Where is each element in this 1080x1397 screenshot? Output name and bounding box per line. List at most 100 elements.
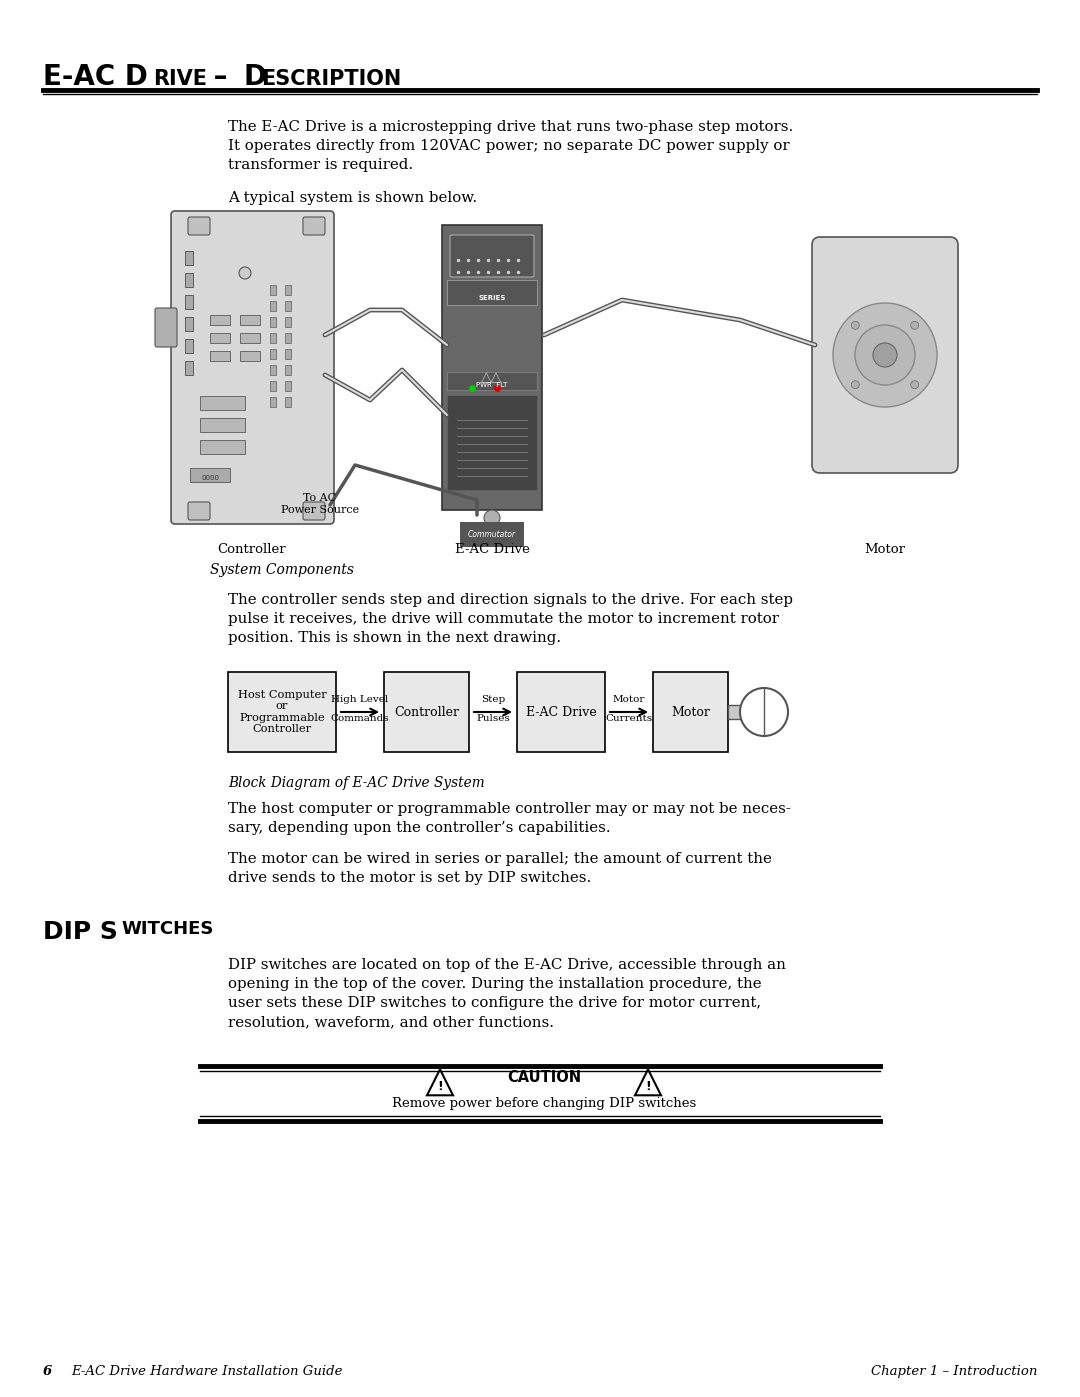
FancyBboxPatch shape (240, 314, 260, 326)
Circle shape (873, 344, 897, 367)
Text: E-AC D: E-AC D (43, 63, 148, 91)
Text: opening in the top of the cover. During the installation procedure, the: opening in the top of the cover. During … (228, 977, 761, 990)
Text: Motor: Motor (612, 694, 645, 704)
FancyBboxPatch shape (270, 332, 276, 344)
Text: Pulses: Pulses (476, 714, 510, 724)
Text: D: D (243, 63, 266, 91)
Text: position. This is shown in the next drawing.: position. This is shown in the next draw… (228, 631, 562, 645)
Text: Currents: Currents (606, 714, 652, 724)
Text: Controller: Controller (218, 543, 286, 556)
FancyBboxPatch shape (285, 349, 291, 359)
FancyBboxPatch shape (210, 351, 230, 360)
Circle shape (239, 267, 251, 279)
FancyBboxPatch shape (228, 672, 336, 752)
Text: Step: Step (481, 694, 505, 704)
FancyBboxPatch shape (171, 211, 334, 524)
Circle shape (851, 321, 860, 330)
FancyBboxPatch shape (285, 397, 291, 407)
Text: To AC
Power Source: To AC Power Source (281, 493, 359, 514)
Text: E-AC Drive Hardware Installation Guide: E-AC Drive Hardware Installation Guide (71, 1365, 342, 1377)
FancyBboxPatch shape (270, 317, 276, 327)
Text: A typical system is shown below.: A typical system is shown below. (228, 191, 477, 205)
Text: The host computer or programmable controller may or may not be neces-: The host computer or programmable contro… (228, 802, 791, 816)
Text: Host Computer
or
Programmable
Controller: Host Computer or Programmable Controller (238, 690, 326, 735)
Text: !: ! (645, 1080, 651, 1092)
FancyBboxPatch shape (188, 217, 210, 235)
Text: Commands: Commands (330, 714, 389, 724)
FancyBboxPatch shape (200, 418, 245, 432)
Text: The motor can be wired in series or parallel; the amount of current the: The motor can be wired in series or para… (228, 852, 772, 866)
Text: pulse it receives, the drive will commutate the motor to increment rotor: pulse it receives, the drive will commut… (228, 612, 779, 626)
FancyBboxPatch shape (188, 502, 210, 520)
Text: user sets these DIP switches to configure the drive for motor current,: user sets these DIP switches to configur… (228, 996, 761, 1010)
Circle shape (910, 321, 919, 330)
FancyBboxPatch shape (156, 307, 177, 346)
Text: resolution, waveform, and other functions.: resolution, waveform, and other function… (228, 1016, 554, 1030)
Circle shape (855, 326, 915, 386)
FancyBboxPatch shape (285, 365, 291, 374)
FancyBboxPatch shape (447, 395, 537, 490)
Text: Motor: Motor (671, 705, 710, 718)
Text: High Level: High Level (332, 694, 389, 704)
FancyBboxPatch shape (728, 705, 742, 719)
Text: RIVE: RIVE (153, 68, 207, 89)
Text: !: ! (437, 1080, 443, 1092)
FancyBboxPatch shape (270, 285, 276, 295)
Text: 6: 6 (43, 1365, 52, 1377)
FancyBboxPatch shape (185, 360, 193, 374)
FancyBboxPatch shape (185, 317, 193, 331)
Text: –: – (204, 63, 238, 91)
Circle shape (740, 687, 788, 736)
FancyBboxPatch shape (200, 440, 245, 454)
FancyBboxPatch shape (517, 672, 605, 752)
Circle shape (851, 381, 860, 388)
Text: sary, depending upon the controller’s capabilities.: sary, depending upon the controller’s ca… (228, 821, 610, 835)
FancyBboxPatch shape (185, 339, 193, 353)
Text: E-AC Drive: E-AC Drive (526, 705, 596, 718)
FancyBboxPatch shape (185, 251, 193, 265)
Text: Chapter 1 – Introduction: Chapter 1 – Introduction (870, 1365, 1037, 1377)
FancyBboxPatch shape (442, 225, 542, 510)
Circle shape (833, 303, 937, 407)
Text: The controller sends step and direction signals to the drive. For each step: The controller sends step and direction … (228, 592, 793, 608)
FancyBboxPatch shape (270, 365, 276, 374)
FancyBboxPatch shape (285, 300, 291, 312)
FancyBboxPatch shape (285, 285, 291, 295)
Text: Motor: Motor (864, 543, 905, 556)
FancyBboxPatch shape (303, 502, 325, 520)
FancyBboxPatch shape (240, 332, 260, 344)
FancyBboxPatch shape (285, 317, 291, 327)
FancyBboxPatch shape (270, 300, 276, 312)
FancyBboxPatch shape (285, 381, 291, 391)
Polygon shape (427, 1069, 453, 1095)
Text: Commutator: Commutator (468, 529, 516, 539)
Text: transformer is required.: transformer is required. (228, 158, 414, 172)
Text: ESCRIPTION: ESCRIPTION (261, 68, 402, 89)
FancyBboxPatch shape (185, 272, 193, 286)
Text: SERIES: SERIES (478, 295, 505, 300)
Text: DIP S: DIP S (43, 921, 118, 944)
Text: CAUTION: CAUTION (507, 1070, 581, 1085)
FancyBboxPatch shape (653, 672, 728, 752)
Text: It operates directly from 120VAC power; no separate DC power supply or: It operates directly from 120VAC power; … (228, 138, 789, 154)
Circle shape (910, 381, 919, 388)
Text: DIP switches are located on top of the E-AC Drive, accessible through an: DIP switches are located on top of the E… (228, 958, 786, 972)
Circle shape (484, 510, 500, 527)
Text: drive sends to the motor is set by DIP switches.: drive sends to the motor is set by DIP s… (228, 870, 591, 886)
FancyBboxPatch shape (190, 468, 230, 482)
Text: System Components: System Components (210, 563, 354, 577)
FancyBboxPatch shape (303, 217, 325, 235)
FancyBboxPatch shape (285, 332, 291, 344)
FancyBboxPatch shape (450, 235, 534, 277)
FancyBboxPatch shape (447, 279, 537, 305)
Text: Block Diagram of E-AC Drive System: Block Diagram of E-AC Drive System (228, 775, 485, 789)
FancyBboxPatch shape (240, 351, 260, 360)
Text: WITCHES: WITCHES (121, 921, 214, 937)
FancyBboxPatch shape (447, 372, 537, 390)
FancyBboxPatch shape (210, 332, 230, 344)
FancyBboxPatch shape (270, 349, 276, 359)
FancyBboxPatch shape (270, 397, 276, 407)
FancyBboxPatch shape (200, 395, 245, 409)
Text: △△: △△ (482, 370, 502, 384)
Text: Controller: Controller (394, 705, 459, 718)
